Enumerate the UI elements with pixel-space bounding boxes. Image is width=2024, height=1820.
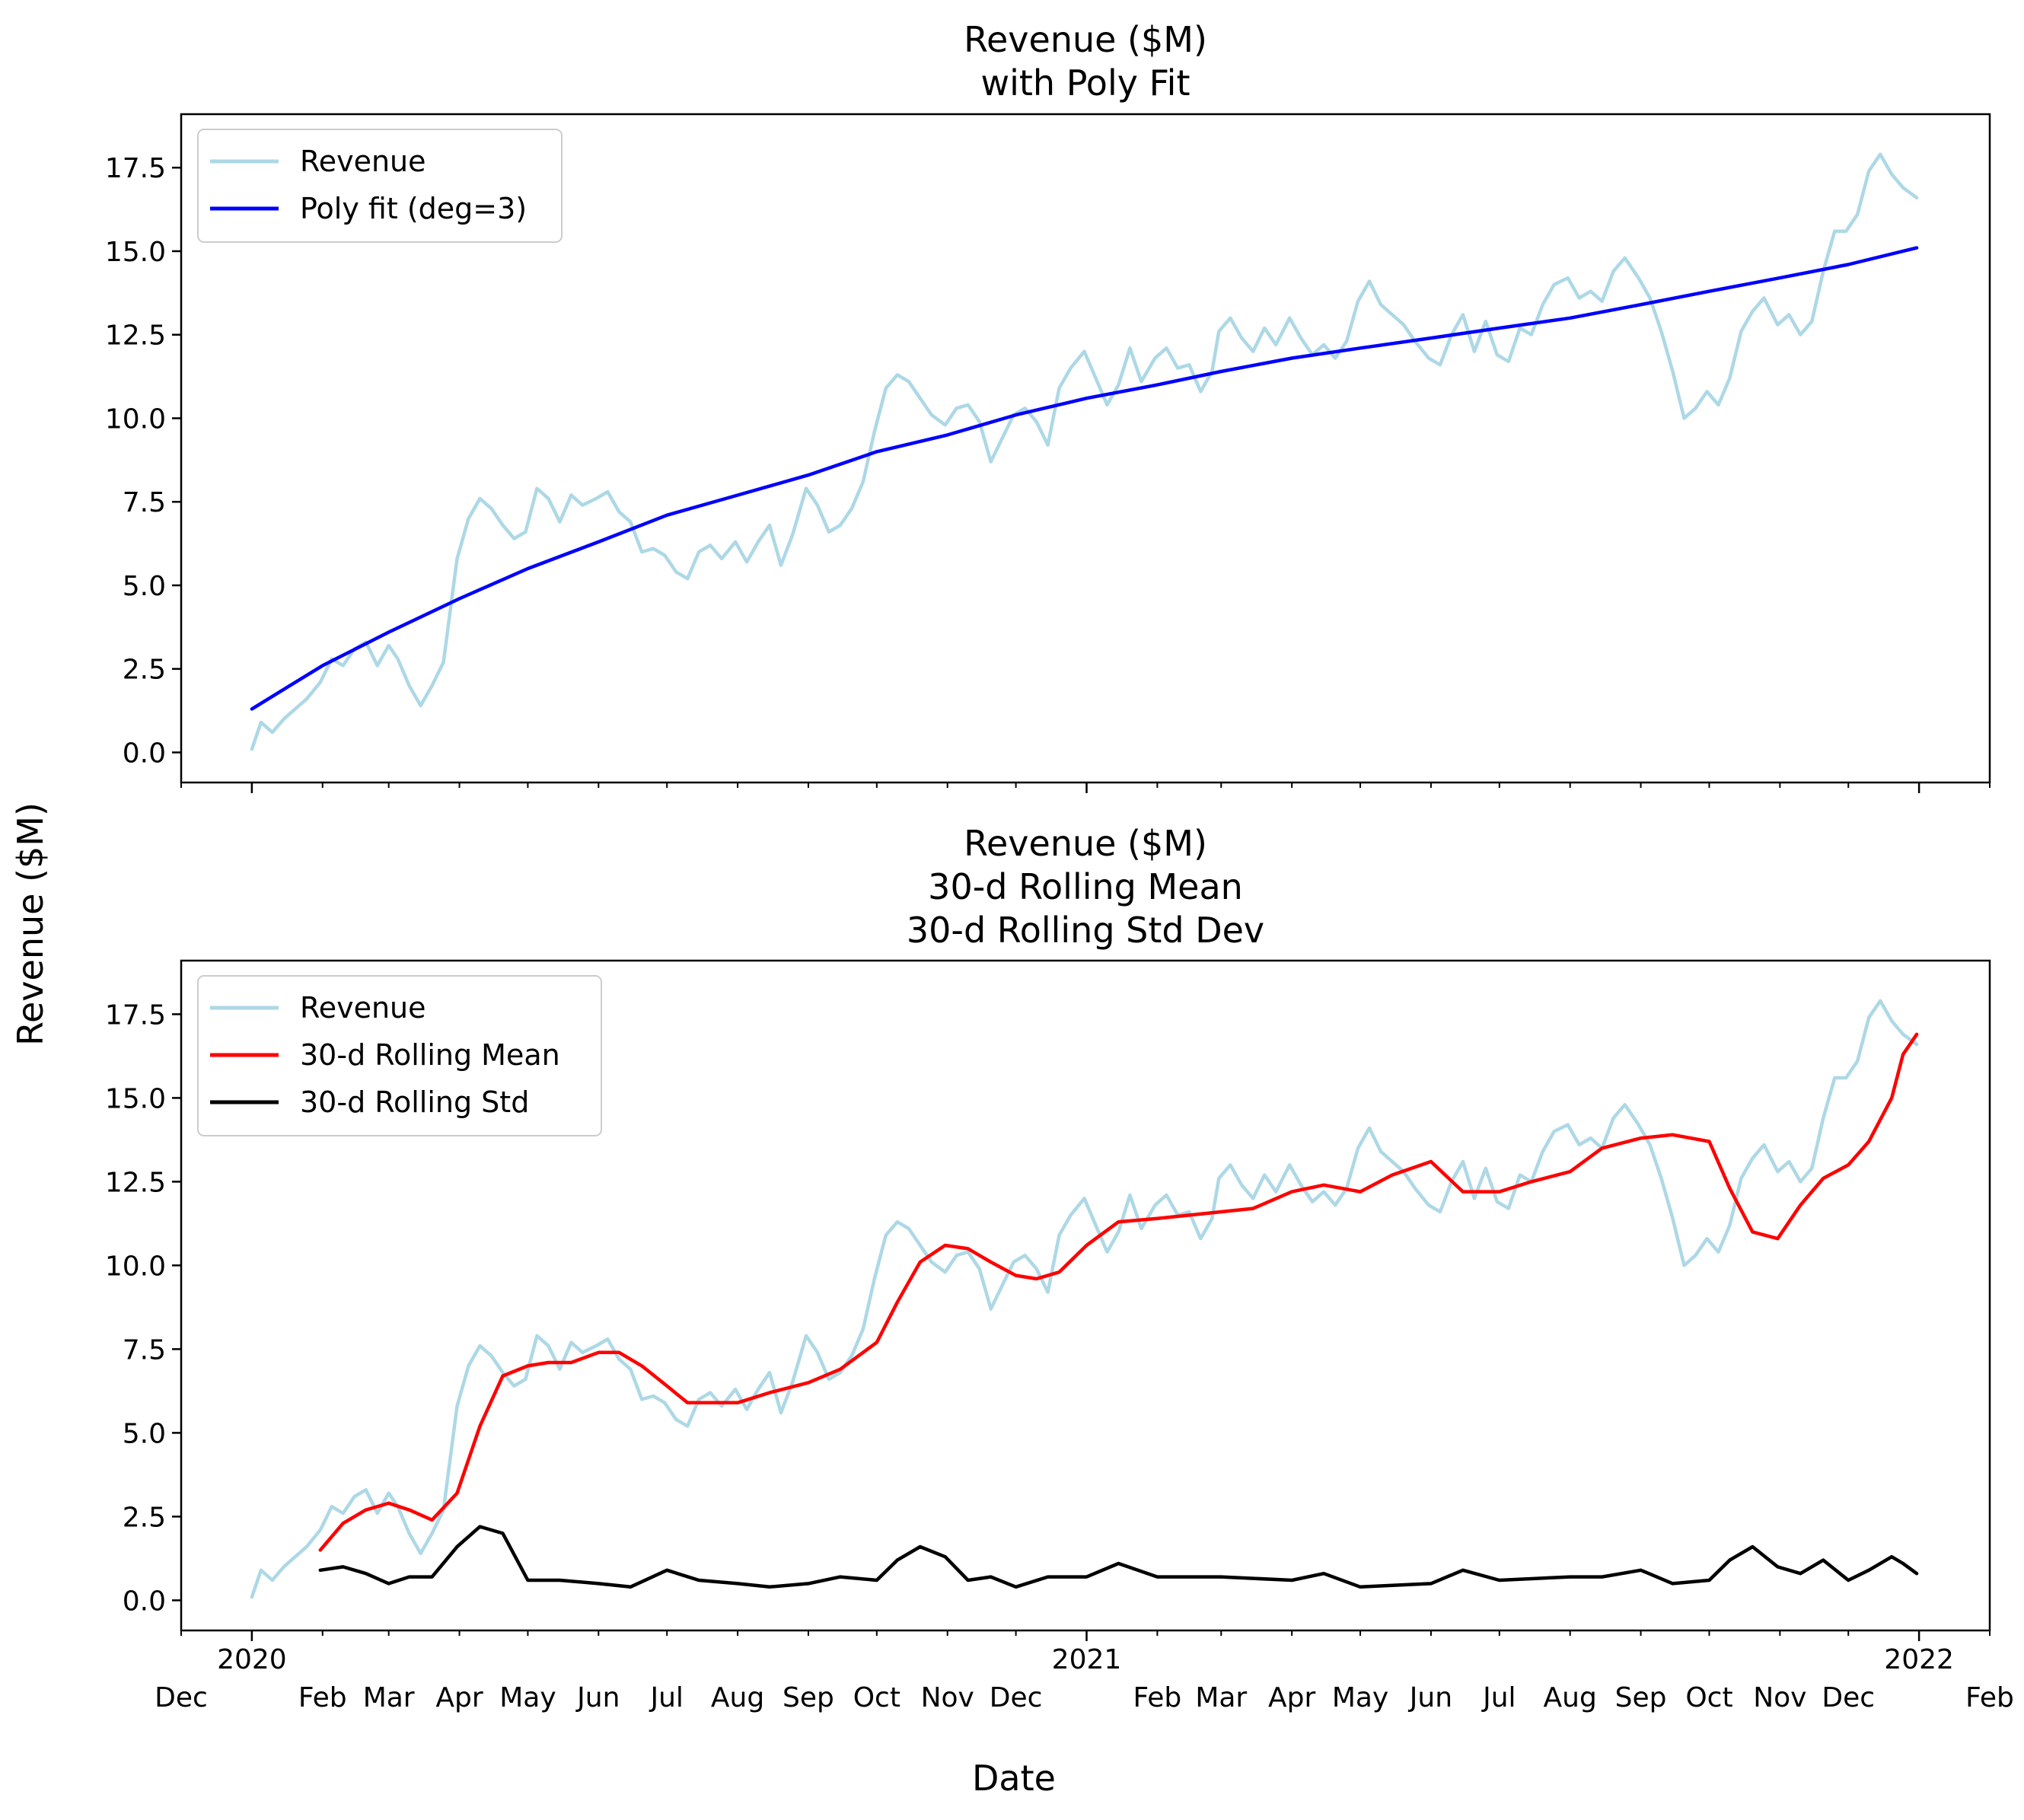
y-tick-label: 12.5: [105, 1167, 166, 1198]
x-minor-tick-label: Mar: [1195, 1682, 1247, 1713]
y-tick-label: 17.5: [105, 153, 166, 184]
x-minor-tick-label: Feb: [298, 1682, 347, 1713]
subplot-1-title-line-1: Revenue ($M): [964, 19, 1207, 60]
x-major-tick-label: 2021: [1052, 1644, 1122, 1675]
y-tick-label: 12.5: [105, 320, 166, 352]
y-tick-label: 5.0: [123, 1418, 166, 1449]
figure-x-label: Date: [972, 1758, 1056, 1799]
legend-label-30-d-rolling-mean: 30-d Rolling Mean: [300, 1038, 560, 1072]
y-tick-label: 10.0: [105, 1251, 166, 1282]
subplot-2-title-line-1: Revenue ($M): [964, 823, 1207, 864]
x-minor-tick-label: Mar: [363, 1682, 415, 1713]
subplot-2-title-line-3: 30-d Rolling Std Dev: [907, 910, 1264, 951]
subplot-2-legend: Revenue 30-d Rolling Mean 30-d Rolling Std: [197, 975, 602, 1136]
x-minor-tick-label: May: [1332, 1682, 1388, 1713]
x-minor-tick-label: May: [499, 1682, 556, 1713]
x-major-tick-label: 2020: [217, 1644, 287, 1675]
series-line-poly-fit-deg-3: [250, 246, 1919, 711]
series-line-30-d-rolling-mean: [318, 1032, 1919, 1552]
x-minor-tick-label: Nov: [921, 1682, 974, 1713]
subplot-2-frame: [180, 959, 1991, 1632]
x-minor-tick-label: Jun: [1408, 1682, 1452, 1713]
x-minor-tick-label: Apr: [435, 1682, 483, 1713]
y-tick-label: 17.5: [105, 999, 166, 1031]
x-minor-tick-label: Jul: [649, 1682, 683, 1713]
x-minor-tick-label: Sep: [1615, 1682, 1667, 1713]
legend-label-30-d-rolling-std: 30-d Rolling Std: [300, 1085, 529, 1119]
y-tick-label: 10.0: [105, 403, 166, 435]
subplot-1-title-line-2: with Poly Fit: [980, 62, 1190, 104]
subplots: Revenue ($M)with Poly Fit0.02.55.07.510.…: [105, 19, 2014, 1713]
subplot-2-title-line-2: 30-d Rolling Mean: [928, 866, 1243, 907]
x-major-tick-label: 2022: [1884, 1644, 1954, 1675]
legend-box: [197, 975, 602, 1136]
legend-label-poly-fit-deg-3: Poly fit (deg=3): [300, 192, 527, 225]
series-line-30-d-rolling-std: [318, 1525, 1919, 1589]
legend-label-revenue: Revenue: [300, 991, 426, 1025]
subplot-2-series: [250, 999, 1919, 1599]
series-line-revenue: [250, 152, 1919, 751]
y-tick-label: 2.5: [123, 655, 166, 686]
y-tick-label: 5.0: [123, 571, 166, 602]
x-minor-tick-label: Feb: [1965, 1682, 2014, 1713]
x-minor-tick-label: Jun: [575, 1682, 620, 1713]
y-tick-label: 7.5: [123, 487, 166, 518]
x-minor-tick-label: Oct: [853, 1682, 900, 1713]
y-tick-label: 2.5: [123, 1502, 166, 1533]
x-minor-tick-label: Oct: [1685, 1682, 1732, 1713]
x-minor-tick-label: Aug: [1544, 1682, 1597, 1713]
y-tick-label: 7.5: [123, 1334, 166, 1366]
y-tick-label: 0.0: [123, 1586, 166, 1617]
series-line-revenue: [250, 999, 1919, 1599]
subplot-1-legend: Revenue Poly fit (deg=3): [197, 129, 563, 243]
x-minor-tick-label: Sep: [783, 1682, 834, 1713]
x-minor-tick-label: Feb: [1133, 1682, 1182, 1713]
legend-label-revenue: Revenue: [300, 145, 426, 178]
subplot-1-series: [250, 152, 1919, 751]
x-minor-tick-label: Dec: [155, 1682, 208, 1713]
legend-box: [197, 129, 563, 243]
x-minor-tick-label: Jul: [1481, 1682, 1516, 1713]
x-minor-tick-label: Nov: [1753, 1682, 1806, 1713]
figure-y-label: Revenue ($M): [10, 802, 51, 1046]
x-minor-tick-label: Aug: [711, 1682, 764, 1713]
y-tick-label: 15.0: [105, 1083, 166, 1114]
y-tick-label: 15.0: [105, 237, 166, 268]
x-minor-tick-label: Apr: [1268, 1682, 1315, 1713]
subplot-1: Revenue ($M)with Poly Fit 0.0 2.5 5.0 7.5 10.…: [105, 19, 1991, 793]
x-minor-tick-label: Dec: [990, 1682, 1043, 1713]
y-tick-label: 0.0: [123, 738, 166, 769]
subplot-1-frame: [180, 113, 1991, 784]
x-minor-tick-label: Dec: [1822, 1682, 1875, 1713]
